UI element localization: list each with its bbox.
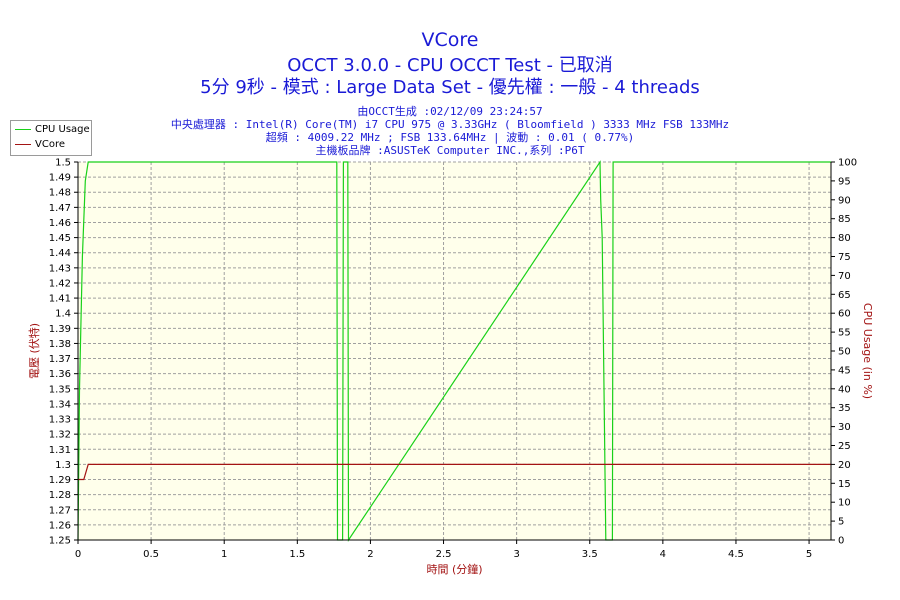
series-line-vcore <box>78 463 831 481</box>
y-left-tick-label: 1.4 <box>55 309 71 320</box>
y-left-tick-label: 1.44 <box>49 248 71 259</box>
y-right-tick-label: 85 <box>838 214 851 225</box>
x-tick-label: 5 <box>806 549 812 560</box>
chart-subtitle-1: OCCT 3.0.0 - CPU OCCT Test - 已取消 <box>287 55 613 76</box>
y-axis-left-title: 電壓 (伏特) <box>27 323 41 379</box>
y-left-tick-label: 1.25 <box>49 536 71 547</box>
y-right-tick-label: 25 <box>838 441 851 452</box>
y-left-tick-label: 1.47 <box>49 203 71 214</box>
y-left-tick-label: 1.39 <box>49 324 71 335</box>
legend-item-cpu-usage: CPU Usage <box>15 123 90 136</box>
y-left-tick-label: 1.28 <box>49 490 71 501</box>
y-left-tick-label: 1.43 <box>49 263 71 274</box>
legend-swatch-vcore <box>15 144 31 145</box>
y-left-tick-label: 1.35 <box>49 384 71 395</box>
y-right-tick-label: 55 <box>838 328 851 339</box>
y-axis-right-title: CPU Usage (in %) <box>861 303 874 399</box>
y-right-tick-label: 60 <box>838 309 851 320</box>
y-left-tick-label: 1.32 <box>49 430 71 441</box>
x-tick-label: 4.5 <box>728 549 744 560</box>
y-left-tick-label: 1.33 <box>49 415 71 426</box>
y-left-tick-label: 1.27 <box>49 505 71 516</box>
y-right-tick-label: 30 <box>838 422 851 433</box>
y-right-tick-label: 10 <box>838 498 851 509</box>
y-left-tick-label: 1.36 <box>49 369 71 380</box>
y-left-tick-label: 1.31 <box>49 445 71 456</box>
y-right-tick-label: 75 <box>838 252 851 263</box>
y-right-tick-label: 40 <box>838 384 851 395</box>
legend-swatch-cpu-usage <box>15 129 31 130</box>
y-left-tick-label: 1.34 <box>49 399 71 410</box>
x-axis-title: 時間 (分鐘) <box>426 562 482 576</box>
y-right-tick-label: 5 <box>838 517 844 528</box>
x-tick-label: 0 <box>75 549 81 560</box>
x-tick-label: 3.5 <box>582 549 598 560</box>
y-left-tick-label: 1.26 <box>49 520 71 531</box>
y-right-tick-label: 15 <box>838 479 851 490</box>
y-left-tick-label: 1.5 <box>55 158 71 169</box>
y-left-tick-label: 1.38 <box>49 339 71 350</box>
legend-label-cpu-usage: CPU Usage <box>35 124 90 135</box>
y-right-tick-label: 0 <box>838 536 844 547</box>
y-right-tick-label: 20 <box>838 460 851 471</box>
y-right-tick-label: 95 <box>838 176 851 187</box>
y-right-tick-label: 80 <box>838 233 851 244</box>
x-tick-label: 1.5 <box>289 549 305 560</box>
y-left-tick-label: 1.42 <box>49 278 71 289</box>
y-right-tick-label: 45 <box>838 365 851 376</box>
x-tick-label: 2 <box>367 549 373 560</box>
legend-label-vcore: VCore <box>35 139 65 150</box>
x-tick-label: 2.5 <box>436 549 452 560</box>
chart-title: VCore <box>421 29 479 51</box>
x-tick-label: 1 <box>221 549 227 560</box>
y-left-tick-label: 1.37 <box>49 354 71 365</box>
y-right-tick-label: 50 <box>838 347 851 358</box>
info-line-cpu: 中央處理器 : Intel(R) Core(TM) i7 CPU 975 @ 3… <box>170 118 730 131</box>
info-line-motherboard: 主機板品牌 :ASUSTeK Computer INC.,系列 :P6T <box>315 144 585 157</box>
y-left-tick-label: 1.45 <box>49 233 71 244</box>
y-left-tick-label: 1.3 <box>55 460 71 471</box>
x-tick-label: 3 <box>513 549 519 560</box>
y-left-tick-label: 1.41 <box>49 294 71 305</box>
x-tick-label: 4 <box>660 549 666 560</box>
y-right-tick-label: 70 <box>838 271 851 282</box>
y-left-tick-label: 1.48 <box>49 188 71 199</box>
y-left-tick-label: 1.46 <box>49 218 71 229</box>
legend-item-vcore: VCore <box>15 138 65 151</box>
info-line-overclock: 超頻 : 4009.22 MHz ; FSB 133.64MHz | 波動 : … <box>265 131 635 144</box>
y-left-tick-label: 1.29 <box>49 475 71 486</box>
y-right-tick-label: 35 <box>838 403 851 414</box>
plot-area <box>78 162 831 540</box>
chart-subtitle-2: 5分 9秒 - 模式 : Large Data Set - 優先權 : 一般 -… <box>200 77 700 98</box>
info-line-generated: 由OCCT生成 :02/12/09 23:24:57 <box>357 105 543 118</box>
chart-legend: CPU Usage VCore <box>10 120 92 156</box>
y-left-tick-label: 1.49 <box>49 173 71 184</box>
x-tick-label: 0.5 <box>143 549 159 560</box>
y-right-tick-label: 65 <box>838 290 851 301</box>
y-right-tick-label: 90 <box>838 195 851 206</box>
y-right-tick-label: 100 <box>838 158 857 169</box>
